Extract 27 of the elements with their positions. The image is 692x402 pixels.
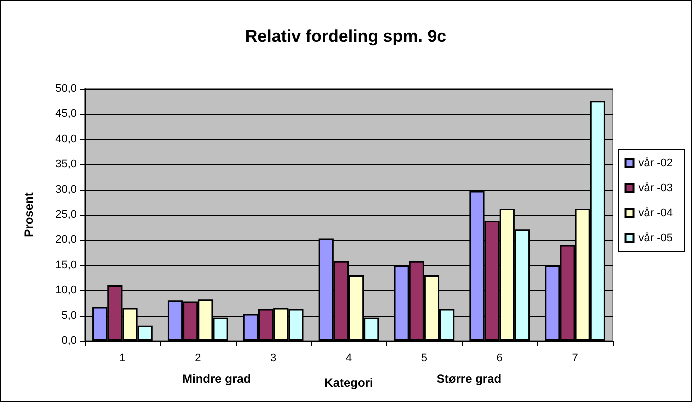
x-tick-label: 6 — [496, 352, 503, 364]
legend-label: vår -04 — [638, 208, 674, 220]
legend-label: vår -05 — [638, 232, 674, 244]
x-tick-label: 5 — [421, 352, 428, 364]
y-tick-label: 15,0 — [56, 259, 77, 272]
y-tick-label: 35,0 — [56, 158, 77, 171]
text: Mindre grad — [182, 372, 252, 386]
y-tick-label: 40,0 — [56, 133, 77, 146]
text: Større grad — [436, 372, 502, 386]
y-tick-label: 5,0 — [62, 310, 77, 322]
y-tick-label: 45,0 — [56, 108, 77, 120]
x-tick-label: 7 — [572, 352, 578, 364]
y-tick-label: 30,0 — [56, 184, 77, 196]
y-tick-label: 50,0 — [56, 83, 77, 95]
y-tick-label: 10,0 — [56, 284, 77, 297]
legend-label: vår -02 — [638, 158, 674, 170]
chart-title: Relativ fordeling spm. 9c — [245, 27, 447, 46]
x-axis-title: Kategori — [324, 376, 374, 390]
x-tick-label: 4 — [346, 352, 352, 364]
x-tick-label: 3 — [270, 352, 277, 364]
x-tick-label: 2 — [195, 352, 202, 364]
x-tick-label: 1 — [120, 352, 126, 364]
y-axis-title: Prosent — [22, 192, 36, 238]
legend-label: vår -03 — [638, 182, 674, 194]
y-tick-label: 0,0 — [62, 335, 77, 347]
y-tick-label: 25,0 — [56, 209, 77, 221]
y-tick-label: 20,0 — [56, 234, 77, 246]
